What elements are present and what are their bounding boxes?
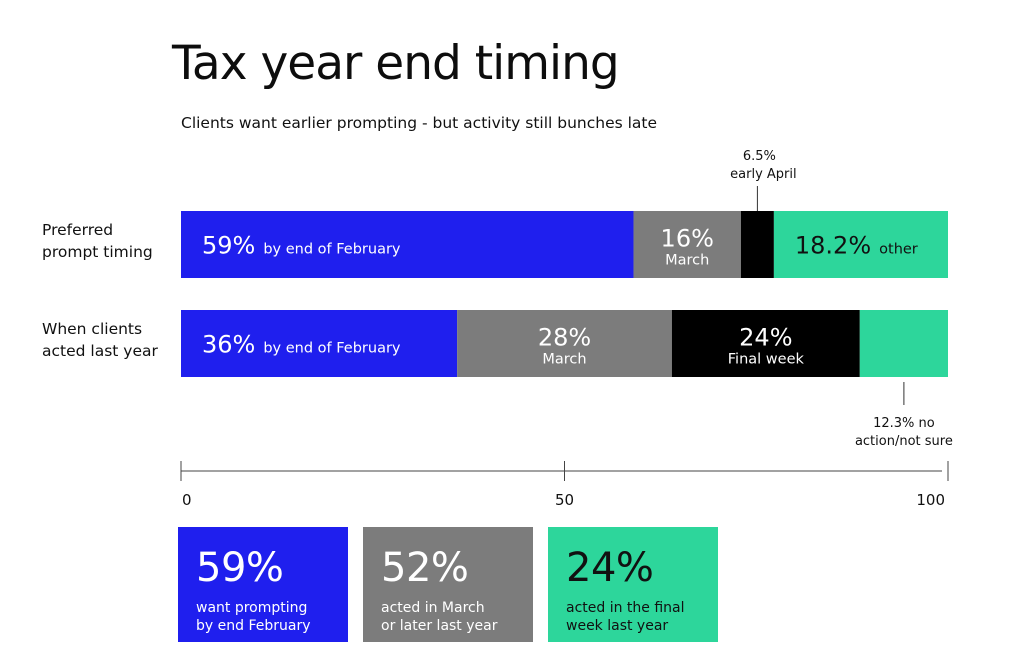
summary-card-description: want prompting by end February	[196, 600, 311, 634]
callout-label: 6.5%	[743, 149, 776, 164]
chart-subtitle: Clients want earlier prompting - but act…	[181, 114, 658, 132]
category-label: Preferred	[42, 221, 113, 239]
segment-name: March	[665, 253, 709, 269]
summary-card-description: acted in the final week last year	[566, 600, 685, 634]
stacked-bar-chart: Preferred prompt timing 59% by end of Febru…	[42, 149, 953, 509]
segment-label: 36% by end of February	[202, 331, 401, 359]
summary-card-value: 59%	[196, 545, 284, 591]
summary-card-value: 24%	[566, 545, 654, 591]
summary-card-march-or-later: 52% acted in March or later last year	[363, 527, 533, 642]
bar-segment	[181, 211, 634, 278]
x-tick-label: 100	[916, 491, 945, 509]
callout-label: action/not sure	[855, 434, 953, 449]
summary-card-prompting: 59% want prompting by end February	[178, 527, 348, 642]
x-tick-label: 50	[555, 491, 574, 509]
category-label: When clients	[42, 320, 142, 338]
bar-segment	[740, 211, 774, 278]
segment-percent: 24%	[739, 324, 792, 352]
bar-segment	[773, 211, 948, 278]
segment-name: March	[542, 352, 586, 368]
callout-label: early April	[730, 167, 796, 182]
bar-segment	[181, 310, 458, 377]
chart-title: Tax year end timing	[172, 36, 620, 91]
x-tick-label: 0	[182, 491, 192, 509]
segment-label: 59% by end of February	[202, 232, 401, 260]
category-label: acted last year	[42, 342, 158, 360]
segment-percent: 28%	[538, 324, 591, 352]
callout-label: 12.3% no	[873, 416, 935, 431]
summary-card-final-week: 24% acted in the final week last year	[548, 527, 718, 642]
bar-segment	[633, 211, 741, 278]
bar-segment	[859, 310, 948, 377]
bar-segment	[671, 310, 860, 377]
bar-segment	[457, 310, 672, 377]
summary-card-value: 52%	[381, 545, 469, 591]
segment-percent: 16%	[661, 225, 714, 253]
summary-card-description: acted in March or later last year	[381, 600, 498, 634]
category-label: prompt timing	[42, 243, 153, 261]
segment-label: 18.2% other	[795, 232, 918, 260]
segment-name: Final week	[728, 352, 805, 368]
